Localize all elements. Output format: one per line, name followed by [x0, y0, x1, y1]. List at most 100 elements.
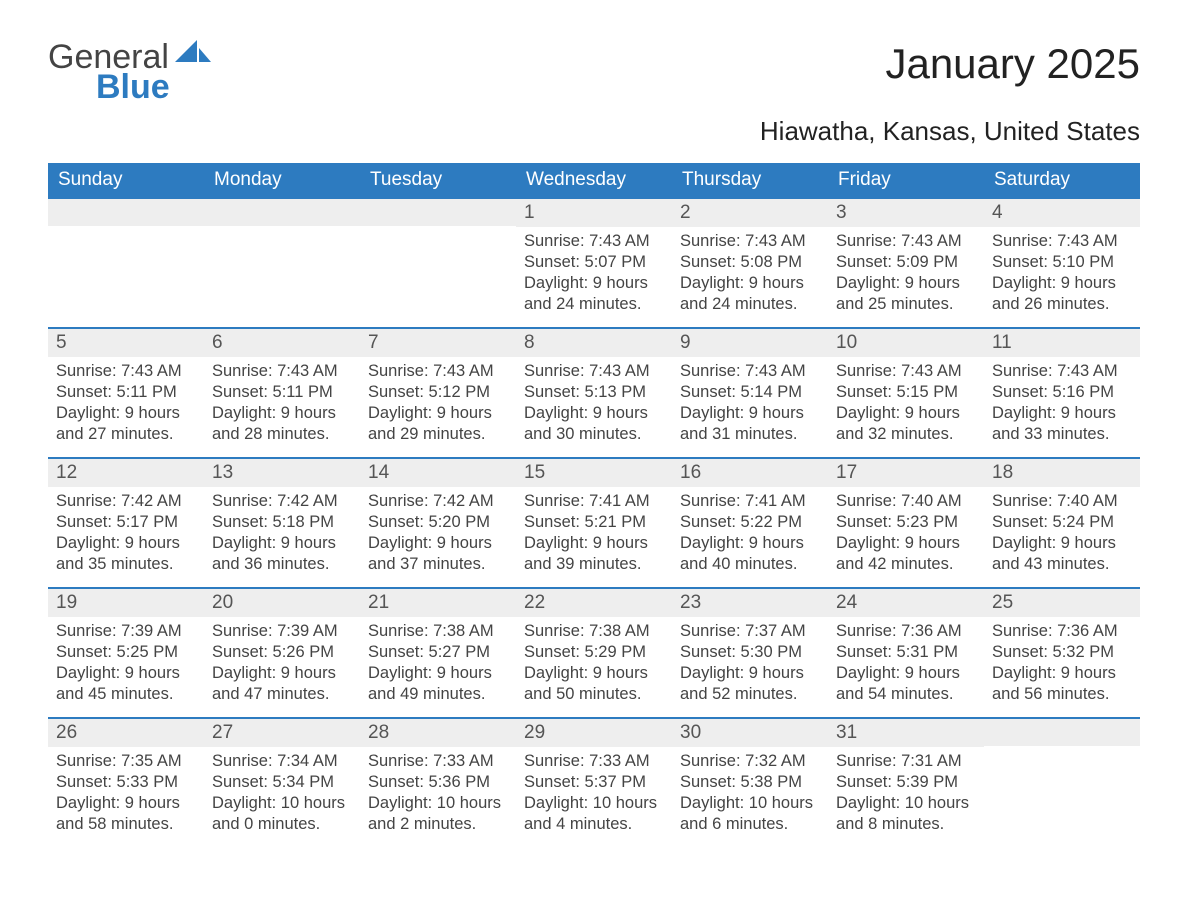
day-number: 13 [204, 459, 360, 487]
daylight-text-1: Daylight: 9 hours [56, 403, 196, 424]
day-number: 8 [516, 329, 672, 357]
day-cell: 2Sunrise: 7:43 AMSunset: 5:08 PMDaylight… [672, 198, 828, 328]
day-header: Sunday [48, 163, 204, 198]
week-row: 1Sunrise: 7:43 AMSunset: 5:07 PMDaylight… [48, 198, 1140, 328]
day-number: 14 [360, 459, 516, 487]
day-cell: 1Sunrise: 7:43 AMSunset: 5:07 PMDaylight… [516, 198, 672, 328]
daylight-text-2: and 40 minutes. [680, 554, 820, 575]
logo: General Blue [48, 40, 211, 104]
day-cell: 31Sunrise: 7:31 AMSunset: 5:39 PMDayligh… [828, 718, 984, 847]
day-cell: 14Sunrise: 7:42 AMSunset: 5:20 PMDayligh… [360, 458, 516, 588]
day-cell: 28Sunrise: 7:33 AMSunset: 5:36 PMDayligh… [360, 718, 516, 847]
day-cell: 22Sunrise: 7:38 AMSunset: 5:29 PMDayligh… [516, 588, 672, 718]
day-number: 19 [48, 589, 204, 617]
daylight-text-1: Daylight: 9 hours [212, 663, 352, 684]
day-cell: 18Sunrise: 7:40 AMSunset: 5:24 PMDayligh… [984, 458, 1140, 588]
sunrise-text: Sunrise: 7:43 AM [56, 361, 196, 382]
day-number: 24 [828, 589, 984, 617]
day-number: 10 [828, 329, 984, 357]
daylight-text-2: and 45 minutes. [56, 684, 196, 705]
daylight-text-1: Daylight: 9 hours [56, 793, 196, 814]
day-number: 16 [672, 459, 828, 487]
day-content: Sunrise: 7:41 AMSunset: 5:22 PMDaylight:… [672, 487, 828, 583]
sunrise-text: Sunrise: 7:32 AM [680, 751, 820, 772]
daylight-text-1: Daylight: 9 hours [992, 273, 1132, 294]
day-number: 31 [828, 719, 984, 747]
day-number: 26 [48, 719, 204, 747]
day-content: Sunrise: 7:43 AMSunset: 5:10 PMDaylight:… [984, 227, 1140, 323]
day-header: Saturday [984, 163, 1140, 198]
day-cell: 13Sunrise: 7:42 AMSunset: 5:18 PMDayligh… [204, 458, 360, 588]
day-content: Sunrise: 7:43 AMSunset: 5:15 PMDaylight:… [828, 357, 984, 453]
day-number: 28 [360, 719, 516, 747]
day-number: 30 [672, 719, 828, 747]
daylight-text-2: and 49 minutes. [368, 684, 508, 705]
daylight-text-2: and 31 minutes. [680, 424, 820, 445]
day-content: Sunrise: 7:43 AMSunset: 5:14 PMDaylight:… [672, 357, 828, 453]
sunrise-text: Sunrise: 7:43 AM [992, 231, 1132, 252]
day-content: Sunrise: 7:37 AMSunset: 5:30 PMDaylight:… [672, 617, 828, 713]
daylight-text-2: and 37 minutes. [368, 554, 508, 575]
week-row: 12Sunrise: 7:42 AMSunset: 5:17 PMDayligh… [48, 458, 1140, 588]
daylight-text-2: and 28 minutes. [212, 424, 352, 445]
day-content: Sunrise: 7:31 AMSunset: 5:39 PMDaylight:… [828, 747, 984, 843]
location: Hiawatha, Kansas, United States [48, 116, 1140, 147]
day-number: 1 [516, 199, 672, 227]
day-cell: 11Sunrise: 7:43 AMSunset: 5:16 PMDayligh… [984, 328, 1140, 458]
sunrise-text: Sunrise: 7:43 AM [680, 231, 820, 252]
sunset-text: Sunset: 5:24 PM [992, 512, 1132, 533]
week-row: 26Sunrise: 7:35 AMSunset: 5:33 PMDayligh… [48, 718, 1140, 847]
daylight-text-1: Daylight: 9 hours [992, 533, 1132, 554]
sunset-text: Sunset: 5:18 PM [212, 512, 352, 533]
daylight-text-1: Daylight: 10 hours [836, 793, 976, 814]
daylight-text-1: Daylight: 9 hours [680, 403, 820, 424]
sunrise-text: Sunrise: 7:43 AM [836, 231, 976, 252]
day-cell [48, 198, 204, 328]
day-number: 15 [516, 459, 672, 487]
daylight-text-1: Daylight: 10 hours [680, 793, 820, 814]
sunset-text: Sunset: 5:17 PM [56, 512, 196, 533]
daylight-text-2: and 56 minutes. [992, 684, 1132, 705]
title-block: January 2025 [885, 40, 1140, 88]
sunset-text: Sunset: 5:39 PM [836, 772, 976, 793]
sunrise-text: Sunrise: 7:33 AM [368, 751, 508, 772]
daylight-text-2: and 26 minutes. [992, 294, 1132, 315]
day-cell: 21Sunrise: 7:38 AMSunset: 5:27 PMDayligh… [360, 588, 516, 718]
day-cell: 30Sunrise: 7:32 AMSunset: 5:38 PMDayligh… [672, 718, 828, 847]
sunset-text: Sunset: 5:16 PM [992, 382, 1132, 403]
daylight-text-2: and 52 minutes. [680, 684, 820, 705]
day-number: 27 [204, 719, 360, 747]
day-cell: 20Sunrise: 7:39 AMSunset: 5:26 PMDayligh… [204, 588, 360, 718]
daylight-text-1: Daylight: 9 hours [368, 663, 508, 684]
sunrise-text: Sunrise: 7:40 AM [836, 491, 976, 512]
sunrise-text: Sunrise: 7:43 AM [680, 361, 820, 382]
calendar-table: Sunday Monday Tuesday Wednesday Thursday… [48, 163, 1140, 847]
sail-icon [175, 40, 211, 69]
day-content: Sunrise: 7:43 AMSunset: 5:11 PMDaylight:… [48, 357, 204, 453]
day-cell: 15Sunrise: 7:41 AMSunset: 5:21 PMDayligh… [516, 458, 672, 588]
day-cell: 19Sunrise: 7:39 AMSunset: 5:25 PMDayligh… [48, 588, 204, 718]
day-cell: 10Sunrise: 7:43 AMSunset: 5:15 PMDayligh… [828, 328, 984, 458]
daylight-text-2: and 25 minutes. [836, 294, 976, 315]
day-number: 3 [828, 199, 984, 227]
daylight-text-2: and 54 minutes. [836, 684, 976, 705]
day-header: Wednesday [516, 163, 672, 198]
header: General Blue January 2025 [48, 40, 1140, 104]
day-cell: 16Sunrise: 7:41 AMSunset: 5:22 PMDayligh… [672, 458, 828, 588]
day-cell [984, 718, 1140, 847]
day-number: 12 [48, 459, 204, 487]
day-number: 4 [984, 199, 1140, 227]
day-content: Sunrise: 7:36 AMSunset: 5:31 PMDaylight:… [828, 617, 984, 713]
sunset-text: Sunset: 5:32 PM [992, 642, 1132, 663]
sunset-text: Sunset: 5:20 PM [368, 512, 508, 533]
day-content: Sunrise: 7:38 AMSunset: 5:27 PMDaylight:… [360, 617, 516, 713]
daylight-text-2: and 24 minutes. [524, 294, 664, 315]
daylight-text-1: Daylight: 9 hours [368, 403, 508, 424]
day-content: Sunrise: 7:40 AMSunset: 5:23 PMDaylight:… [828, 487, 984, 583]
day-content: Sunrise: 7:42 AMSunset: 5:20 PMDaylight:… [360, 487, 516, 583]
sunset-text: Sunset: 5:13 PM [524, 382, 664, 403]
sunset-text: Sunset: 5:14 PM [680, 382, 820, 403]
day-content: Sunrise: 7:39 AMSunset: 5:25 PMDaylight:… [48, 617, 204, 713]
day-header: Friday [828, 163, 984, 198]
sunrise-text: Sunrise: 7:43 AM [836, 361, 976, 382]
